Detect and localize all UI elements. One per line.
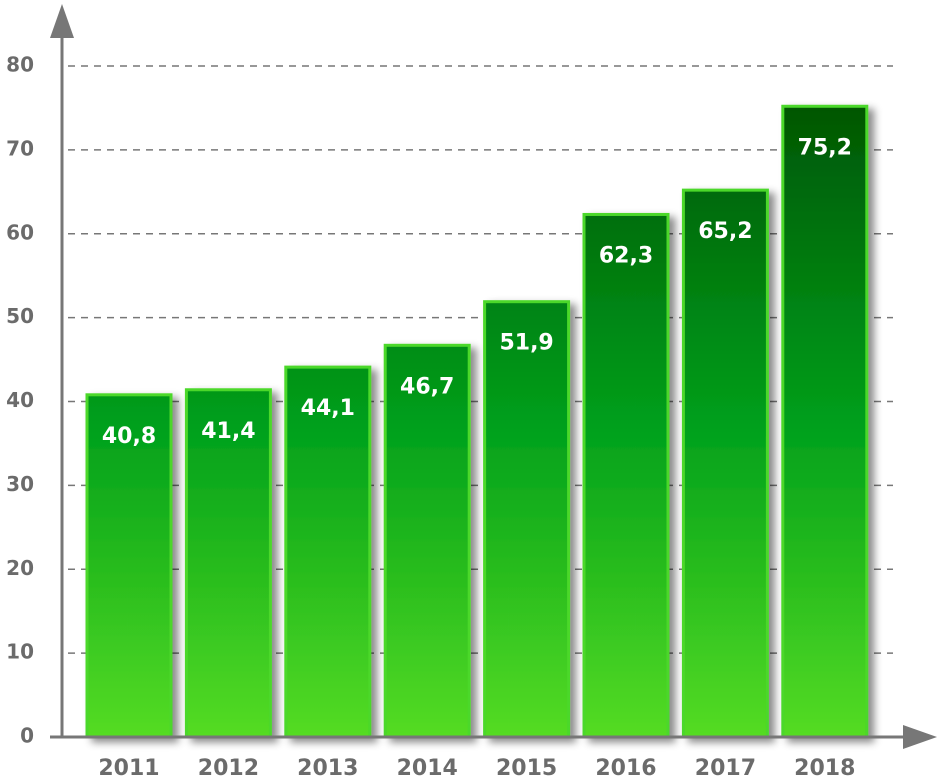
y-tick-label: 0 (20, 724, 34, 748)
y-tick-label: 70 (6, 136, 34, 160)
value-label: 75,2 (798, 135, 852, 160)
y-tick-label: 40 (6, 388, 34, 412)
y-tick-label: 50 (6, 304, 34, 328)
value-label: 44,1 (301, 396, 355, 421)
x-tick-label: 2017 (695, 756, 756, 781)
value-label: 41,4 (201, 419, 255, 444)
y-tick-label: 10 (6, 640, 34, 664)
x-tick-label: 2015 (496, 756, 557, 781)
bar (284, 365, 372, 739)
value-label: 40,8 (102, 424, 156, 449)
x-axis-arrow (903, 725, 937, 749)
bars (85, 104, 869, 739)
value-label: 46,7 (400, 374, 454, 399)
x-tick-label: 2018 (794, 756, 855, 781)
x-tick-label: 2012 (198, 756, 259, 781)
y-tick-label: 30 (6, 472, 34, 496)
value-label: 62,3 (599, 243, 653, 268)
x-tick-label: 2014 (397, 756, 458, 781)
x-tick-label: 2016 (595, 756, 656, 781)
y-tick-label: 20 (6, 556, 34, 580)
bar (582, 212, 670, 739)
bar (681, 188, 769, 739)
bar (184, 388, 272, 739)
y-axis-arrow (50, 4, 74, 38)
value-label: 51,9 (499, 331, 553, 356)
x-tick-label: 2011 (98, 756, 159, 781)
bar (85, 393, 173, 739)
bar (483, 300, 571, 739)
y-tick-label: 60 (6, 220, 34, 244)
x-tick-label: 2013 (297, 756, 358, 781)
bar (383, 343, 471, 739)
value-label: 65,2 (698, 219, 752, 244)
y-tick-label: 80 (6, 53, 34, 77)
bar (781, 104, 869, 739)
